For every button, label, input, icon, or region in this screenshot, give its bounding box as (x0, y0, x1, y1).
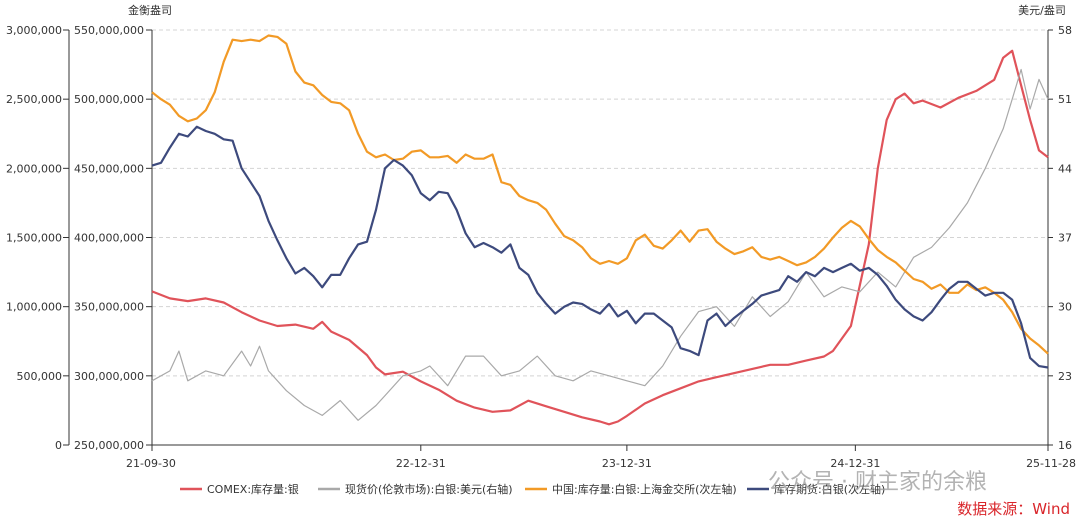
right-axis-tick-label: 58 (1058, 24, 1072, 37)
legend-label-0: COMEX:库存量:银 (207, 482, 299, 496)
series-line-0 (151, 49, 1049, 426)
left-axis-tick-label: 500,000 (17, 370, 63, 383)
watermark-text: 公众号 · 财主家的余粮 (768, 470, 987, 495)
right-axis-tick-label: 16 (1058, 439, 1072, 452)
series-line-2 (151, 34, 1049, 355)
source-text: 数据来源：Wind (957, 500, 1070, 518)
second-left-axis-tick-label: 300,000,000 (74, 370, 144, 383)
axes: 0 250,000,000 16 500,000 300,000,000 23 1,000,… (6, 3, 1076, 470)
x-axis-tick-label: 25-11-28 (1026, 457, 1076, 470)
left-axis-tick-label: 0 (55, 439, 62, 452)
second-left-axis-tick-label: 350,000,000 (74, 301, 144, 314)
x-axis-tick-label: 23-12-31 (602, 457, 652, 470)
left-axis-tick-label: 2,500,000 (6, 93, 62, 106)
left-axis-tick-label: 1,000,000 (6, 301, 62, 314)
gridlines (152, 29, 1048, 377)
x-axis-tick-label: 21-09-30 (126, 457, 176, 470)
left-axis-tick-label: 2,000,000 (6, 162, 62, 175)
legend-label-1: 现货价(伦敦市场):白银:美元(右轴) (345, 482, 513, 496)
left-axis-title: 金衡盎司 (128, 3, 172, 17)
second-left-axis-tick-label: 450,000,000 (74, 162, 144, 175)
second-left-axis-tick-label: 400,000,000 (74, 232, 144, 245)
series-line-3 (151, 125, 1049, 369)
left-axis-tick-label: 1,500,000 (6, 232, 62, 245)
series-lines (151, 34, 1049, 426)
right-axis-tick-label: 44 (1058, 162, 1072, 175)
x-axis-tick-label: 24-12-31 (830, 457, 880, 470)
second-left-axis-tick-label: 500,000,000 (74, 93, 144, 106)
legend-label-2: 中国:库存量:白银:上海金交所(次左轴) (552, 482, 737, 496)
x-axis-tick-label: 22-12-31 (396, 457, 446, 470)
legend-label-3: 库存期货:白银(次左轴) (774, 482, 885, 496)
left-axis-tick-label: 3,000,000 (6, 24, 62, 37)
second-left-axis-tick-label: 550,000,000 (74, 24, 144, 37)
right-axis-tick-label: 37 (1058, 232, 1072, 245)
legend: COMEX:库存量:银 现货价(伦敦市场):白银:美元(右轴) 中国:库存量:白银:… (180, 482, 885, 496)
series-line-1 (151, 68, 1049, 421)
second-left-axis-tick-label: 250,000,000 (74, 439, 144, 452)
right-axis-tick-label: 51 (1058, 93, 1072, 106)
right-axis-tick-label: 30 (1058, 301, 1072, 314)
right-axis-tick-label: 23 (1058, 370, 1072, 383)
right-axis-title: 美元/盎司 (1018, 3, 1066, 17)
